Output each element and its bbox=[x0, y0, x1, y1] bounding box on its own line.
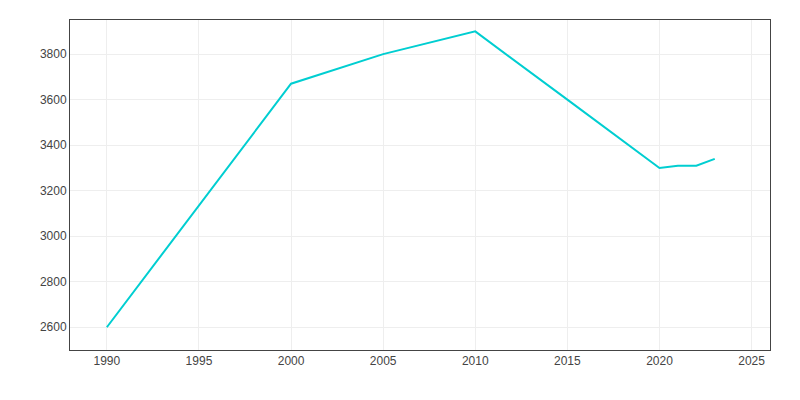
svg-text:3000: 3000 bbox=[40, 229, 67, 243]
svg-text:2800: 2800 bbox=[40, 275, 67, 289]
svg-text:3600: 3600 bbox=[40, 93, 67, 107]
svg-text:2005: 2005 bbox=[370, 354, 397, 368]
svg-text:2000: 2000 bbox=[278, 354, 305, 368]
svg-text:2025: 2025 bbox=[738, 354, 765, 368]
svg-text:2020: 2020 bbox=[646, 354, 673, 368]
svg-text:1995: 1995 bbox=[186, 354, 213, 368]
svg-text:2600: 2600 bbox=[40, 320, 67, 334]
svg-text:2010: 2010 bbox=[462, 354, 489, 368]
svg-text:2015: 2015 bbox=[554, 354, 581, 368]
svg-text:3200: 3200 bbox=[40, 184, 67, 198]
svg-text:3400: 3400 bbox=[40, 138, 67, 152]
svg-text:1990: 1990 bbox=[93, 354, 120, 368]
svg-text:3800: 3800 bbox=[40, 47, 67, 61]
